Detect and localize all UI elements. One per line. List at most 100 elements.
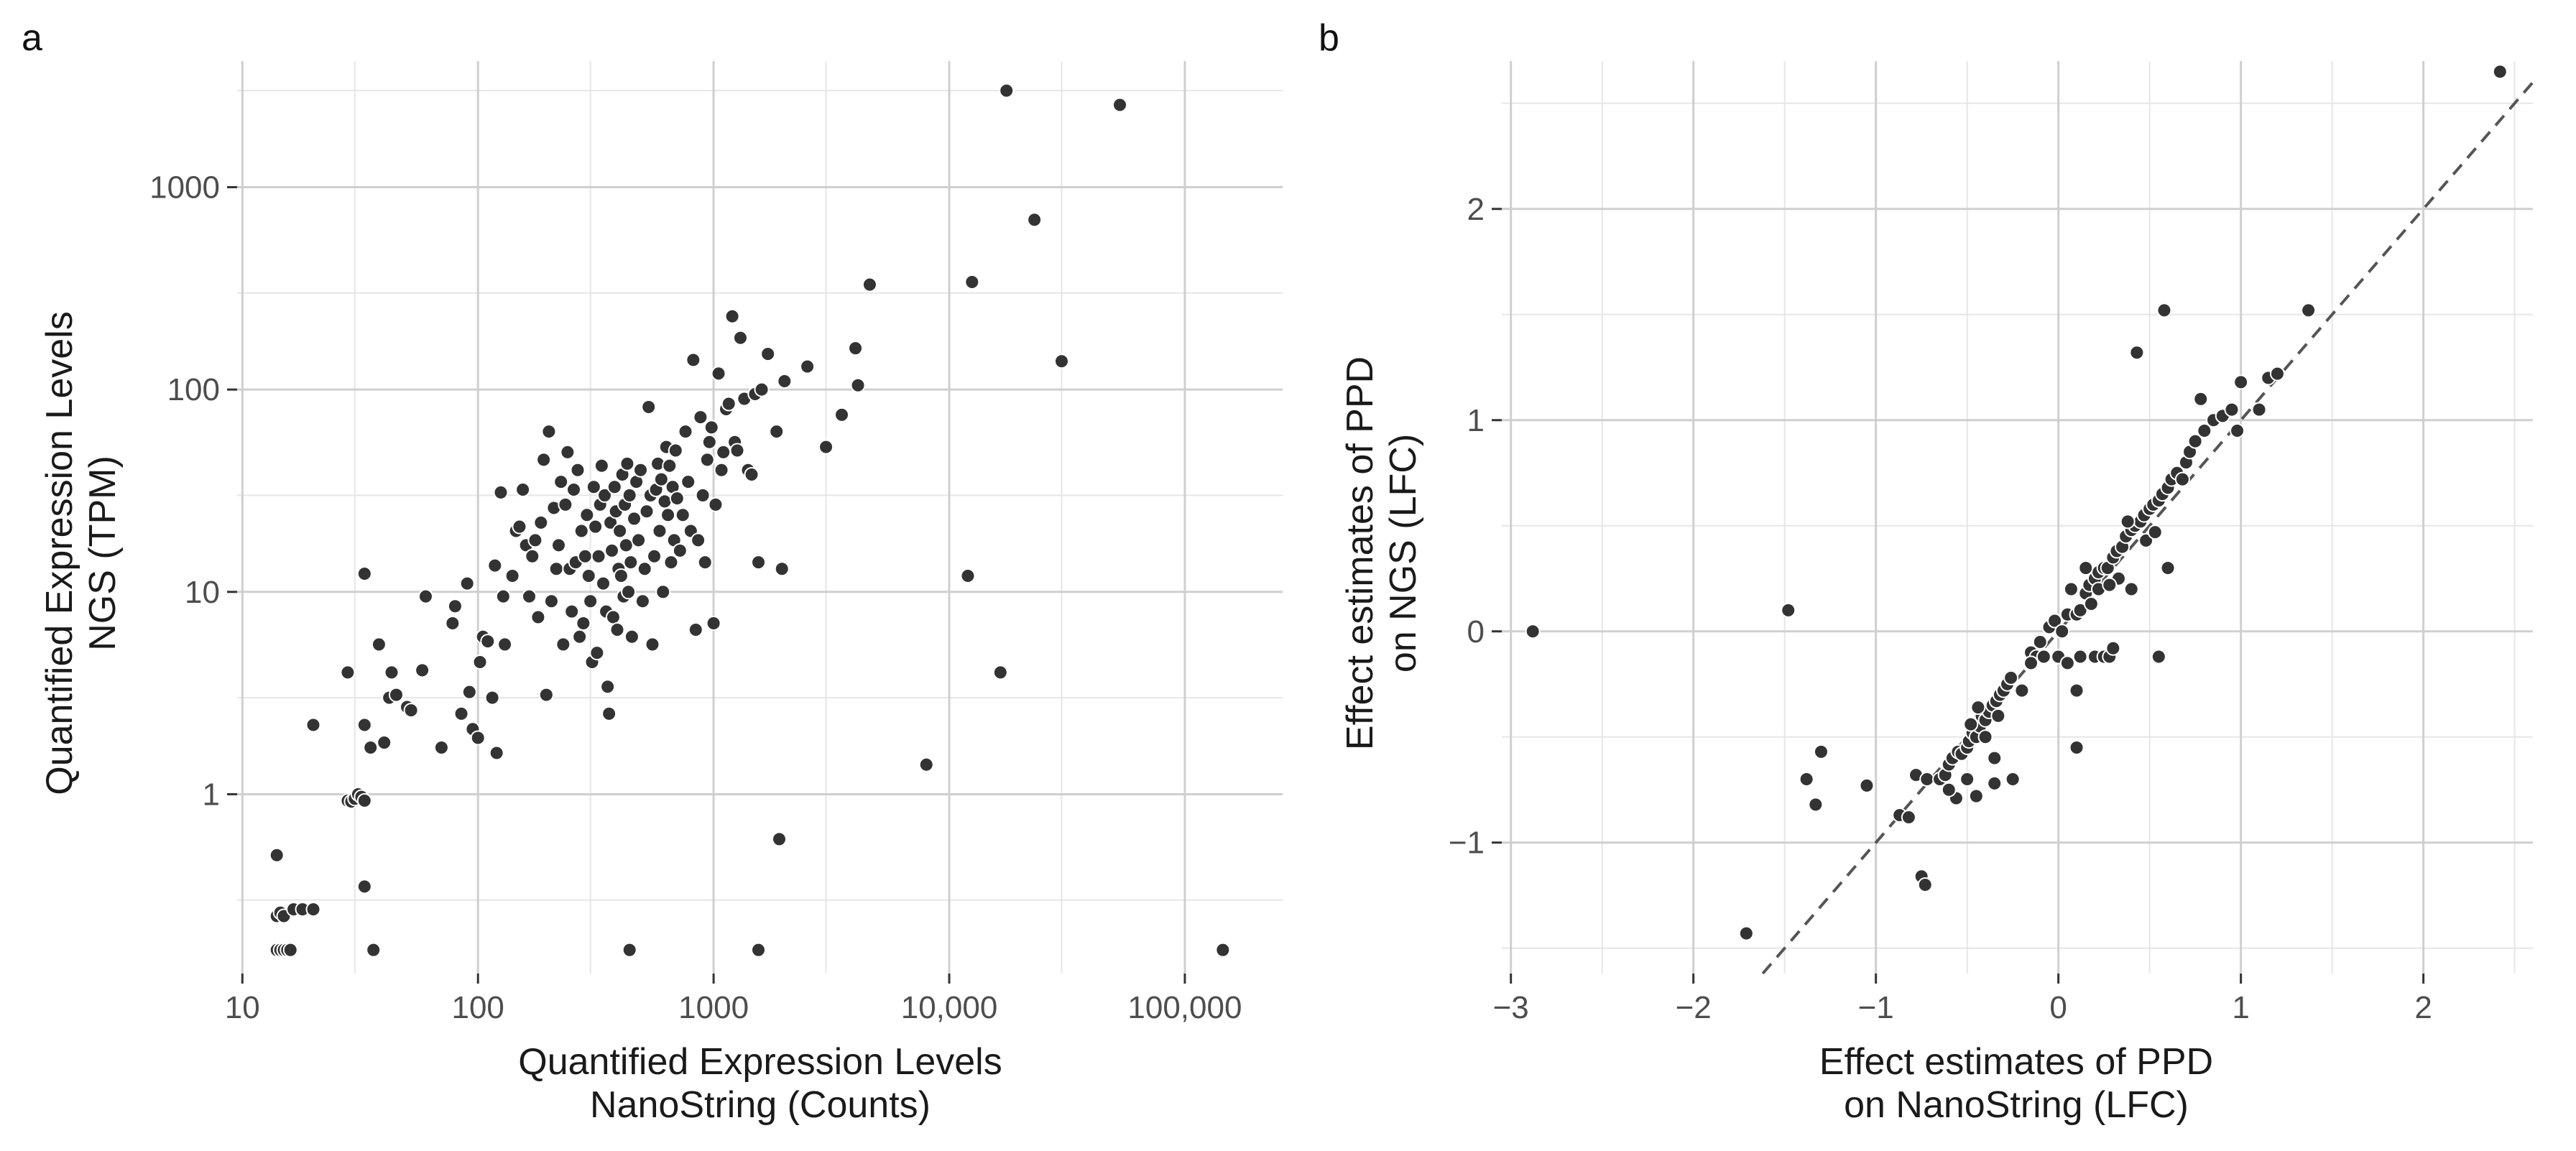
panel-a-data-point <box>760 346 776 362</box>
panel-b-data-point <box>1808 797 1824 813</box>
panel-a-data-point <box>918 757 934 772</box>
panel-b-data-point <box>1919 772 1935 787</box>
panel-a-data-point <box>639 504 655 519</box>
panel-a: a 10 100 1000 10,000 100,000 1 10 100 1000 Quant… <box>22 17 1283 1126</box>
panel-b-ylabel-line2: on NGS (LFC) <box>1382 434 1424 672</box>
panel-a-data-point <box>834 407 850 422</box>
panel-a-data-point <box>600 679 616 695</box>
panel-a-data-point <box>627 511 642 527</box>
panel-a-data-point <box>588 519 604 535</box>
panel-a-data-point <box>703 420 719 435</box>
panel-a-x-tick-label: 100 <box>451 990 504 1025</box>
panel-b-data-point <box>1525 624 1541 639</box>
panel-b-data-point <box>2047 613 2063 629</box>
panel-b-data-point <box>1813 744 1829 759</box>
panel-b-data-point <box>2160 560 2176 576</box>
panel-a-data-point <box>586 479 601 495</box>
panel-a-data-point <box>472 654 488 670</box>
panel-a-data-point <box>356 879 372 895</box>
panel-a-data-point <box>992 665 1008 680</box>
panel-a-data-point <box>525 548 540 564</box>
panel-b-x-tick-label: 1 <box>2232 990 2249 1025</box>
panel-a-data-point <box>515 482 531 498</box>
panel-b-data-point <box>2224 402 2240 417</box>
panel-a-data-point <box>512 519 527 535</box>
panel-a-data-point <box>663 555 679 570</box>
panel-a-data-point <box>606 479 622 495</box>
panel-a-x-tick-label: 10 <box>225 990 260 1025</box>
panel-a-data-point <box>1112 97 1128 113</box>
panel-a-data-point <box>555 637 571 652</box>
panel-a-data-point <box>645 637 660 652</box>
panel-a-data-point <box>583 593 599 609</box>
panel-a-data-point <box>541 424 557 440</box>
panel-b-x-tick-label: 2 <box>2414 990 2432 1025</box>
panel-b-data-point <box>2105 640 2121 656</box>
panel-a-x-tick-label: 1000 <box>678 990 749 1025</box>
panel-b-data-point <box>2187 433 2203 449</box>
panel-a-x-tick-label: 100,000 <box>1127 990 1242 1025</box>
panel-b-data-point <box>2102 577 2118 593</box>
panel-b-data-point <box>2005 772 2021 787</box>
panel-a-data-point <box>533 514 549 530</box>
panel-b-data-point <box>2014 683 2030 698</box>
panel-b-y-tick-label: 0 <box>1467 614 1485 650</box>
panel-a-data-point <box>652 523 668 539</box>
panel-a-data-point <box>672 542 688 558</box>
panel-b-data-point <box>2023 655 2039 671</box>
panel-a-ticks: 10 100 1000 10,000 100,000 1 10 100 1000 <box>149 170 1242 1025</box>
panel-b-data-point <box>2036 649 2051 665</box>
panel-a-data-point <box>527 532 543 548</box>
panel-b-xlabel-line2: on NanoString (LFC) <box>1844 1084 2189 1126</box>
panel-b-data-point <box>2269 366 2285 382</box>
panel-a-data-point <box>577 548 593 564</box>
panel-b-data-point <box>1963 716 1979 732</box>
panel-a-data-point <box>641 399 657 415</box>
panel-a-data-point <box>415 662 430 678</box>
panel-a-data-point <box>461 684 477 700</box>
panel-b-data-point <box>2156 302 2172 318</box>
panel-a-data-point <box>818 439 834 455</box>
panel-a-data-point <box>714 462 729 478</box>
panel-a-data-point <box>447 598 463 614</box>
panel-a-data-point <box>576 615 591 631</box>
panel-b-data-point <box>1959 772 1975 787</box>
panel-a-data-point <box>631 532 647 548</box>
panel-a-data-point <box>754 382 770 397</box>
panel-b-data-point <box>1987 775 2003 791</box>
panel-a-y-tick-label: 10 <box>185 575 220 610</box>
panel-a-data-point <box>680 474 696 490</box>
panel-a-data-point <box>619 456 635 471</box>
panel-a-data-point <box>493 484 509 500</box>
panel-a-y-tick-label: 1000 <box>149 170 220 205</box>
panel-b-reference-line <box>1761 81 2534 975</box>
panel-a-points <box>269 83 1231 958</box>
panel-b-x-tick-label: 0 <box>2049 990 2067 1025</box>
panel-a-data-point <box>1027 212 1043 228</box>
panel-b-data-point <box>2197 422 2212 438</box>
panel-a-data-point <box>751 555 767 570</box>
panel-b-data-point <box>2069 739 2085 755</box>
panel-a-data-point <box>862 277 877 292</box>
panel-b-data-point <box>2151 649 2166 665</box>
panel-a-data-point <box>445 615 461 631</box>
panel-b-data-point <box>1901 809 1916 825</box>
panel-a-data-point <box>622 942 637 958</box>
panel-b-xlabel-line1: Effect estimates of PPD <box>1819 1041 2213 1083</box>
panel-a-data-point <box>609 622 625 638</box>
panel-a-data-point <box>657 494 673 509</box>
panel-a-data-point <box>377 735 392 751</box>
panel-a-data-point <box>589 645 605 661</box>
panel-a-data-point <box>623 555 639 570</box>
panel-a-data-point <box>530 609 546 625</box>
panel-a-data-point <box>633 462 649 478</box>
panel-a-data-point <box>305 902 321 917</box>
panel-a-data-point <box>634 593 650 609</box>
panel-a-data-point <box>1215 942 1231 958</box>
panel-a-data-point <box>371 637 387 652</box>
panel-a-data-point <box>777 374 793 389</box>
panel-a-data-point <box>769 424 785 440</box>
panel-b-data-point <box>2078 560 2094 576</box>
panel-b-data-point <box>1799 772 1814 787</box>
panel-a-data-point <box>711 366 726 382</box>
